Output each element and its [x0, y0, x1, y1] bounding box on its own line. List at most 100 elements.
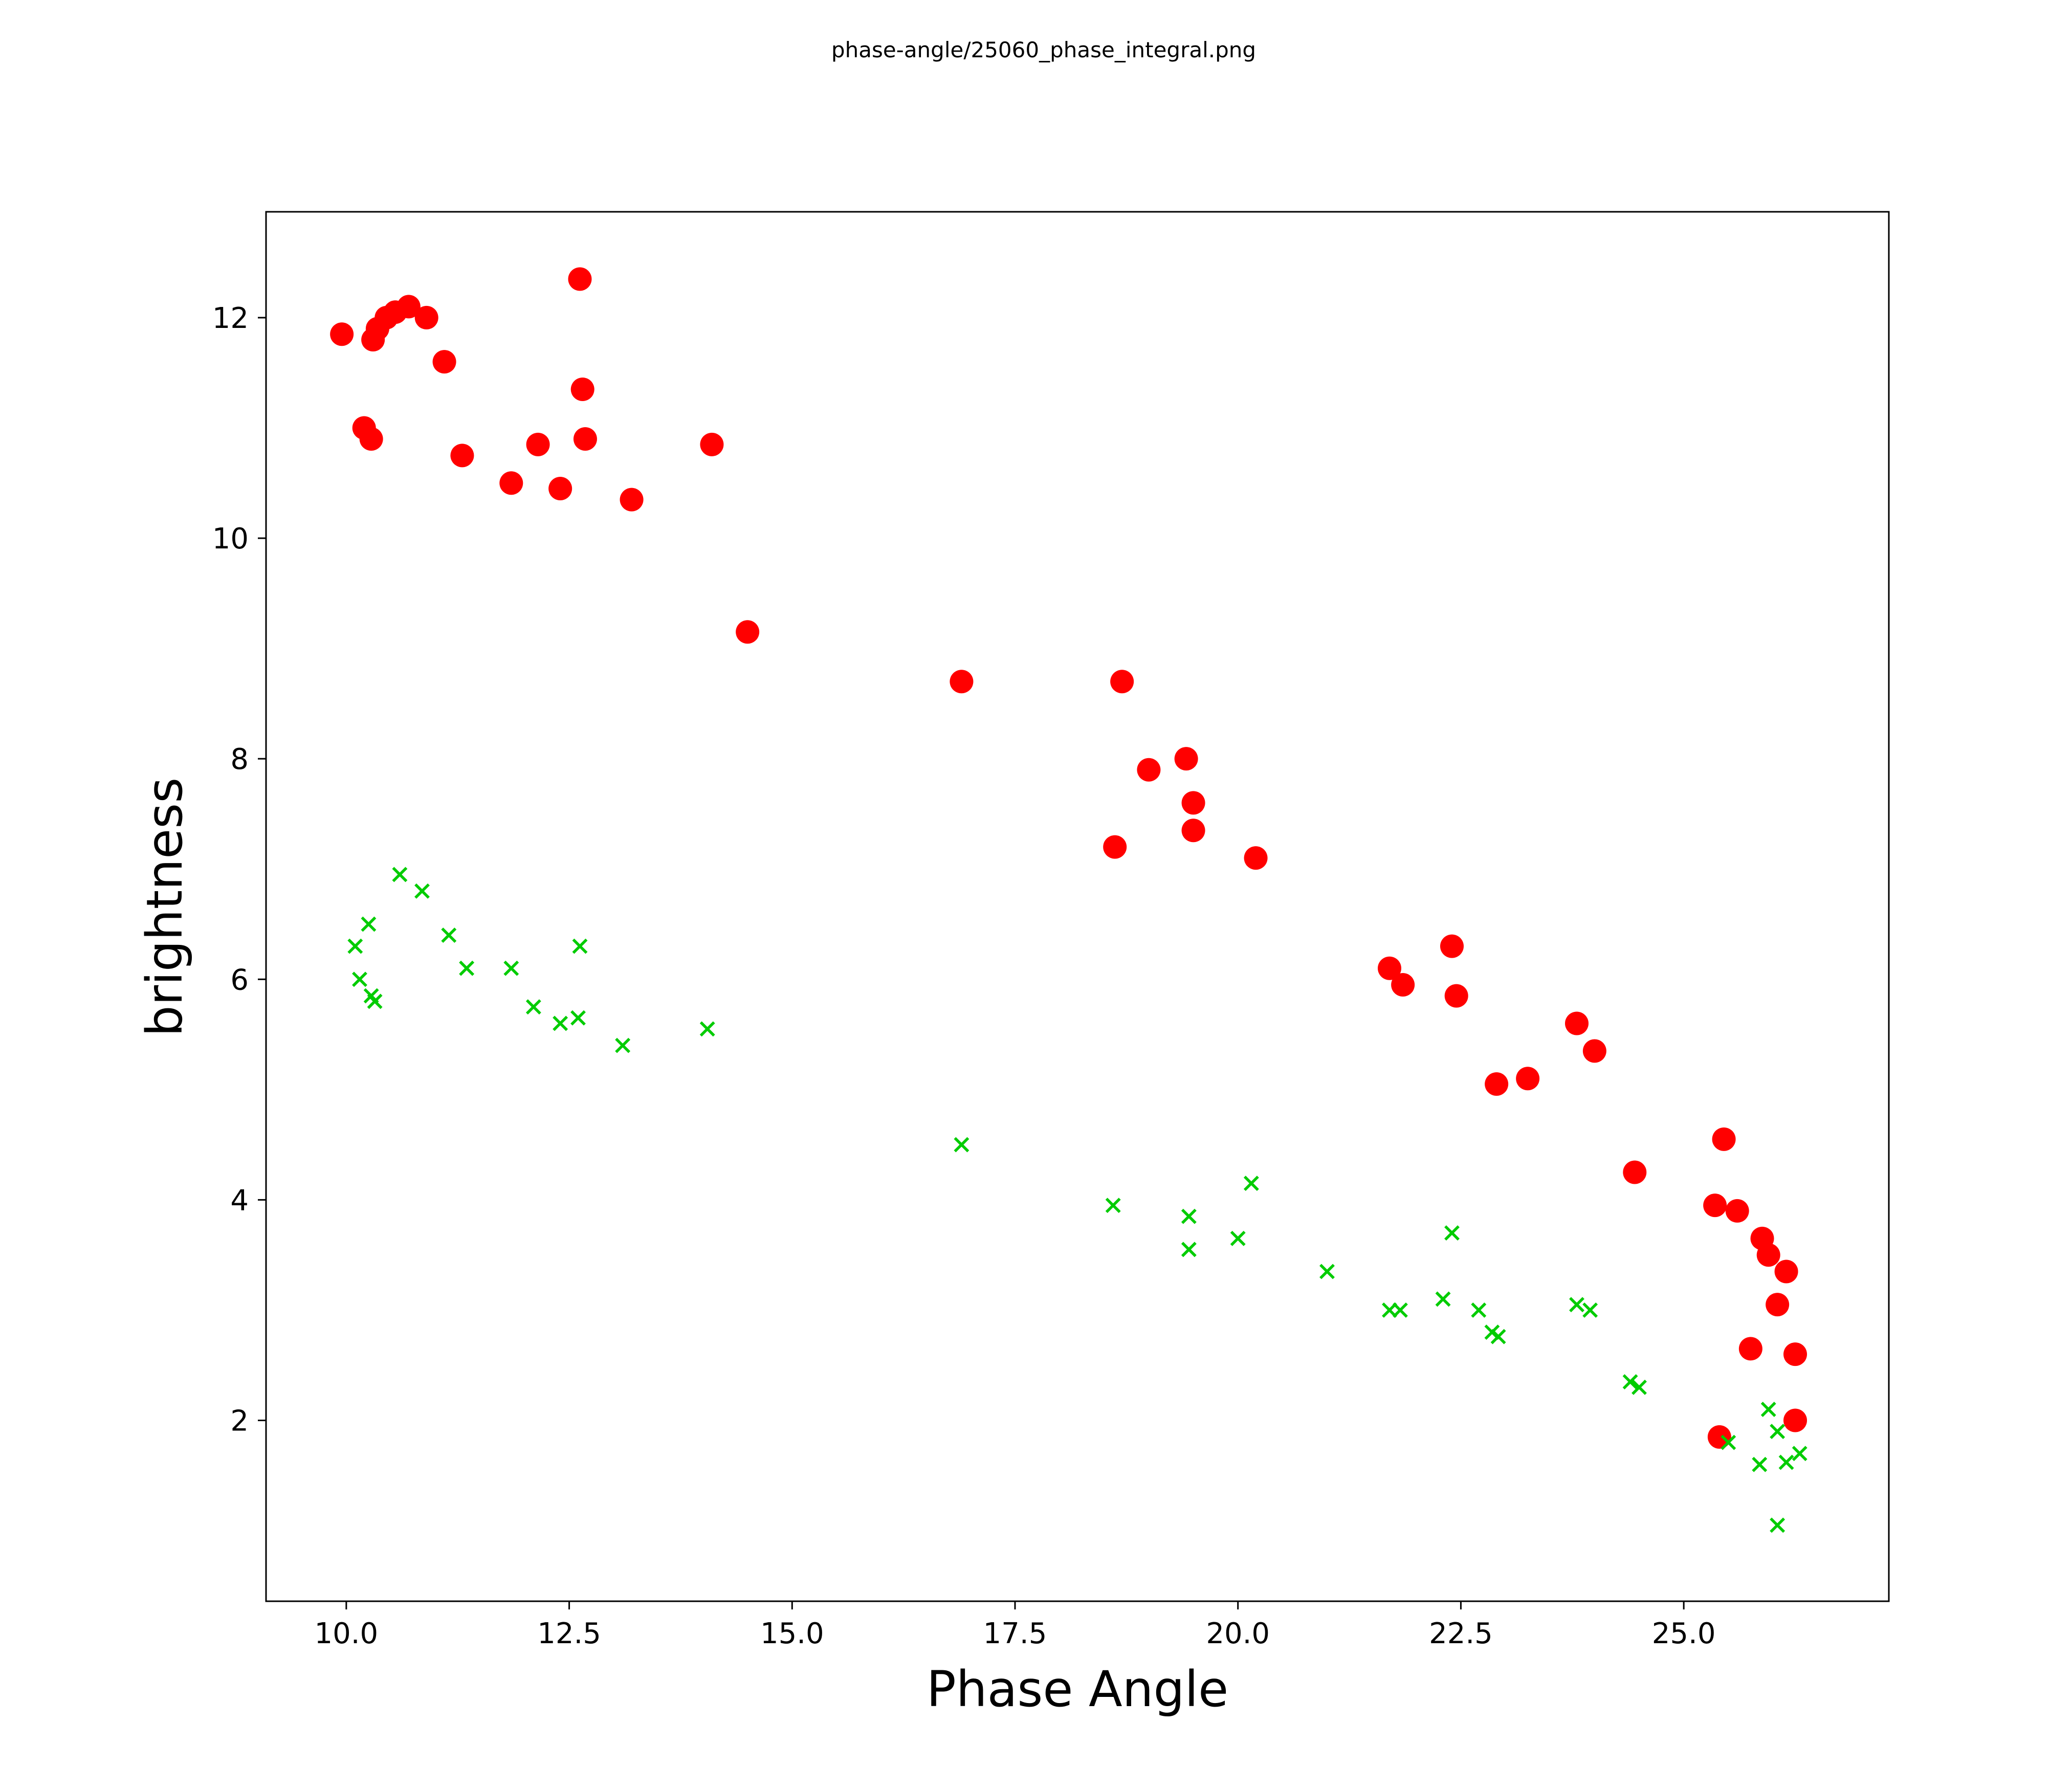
data-point-green-crosses — [1770, 1424, 1786, 1439]
data-point-red-circles — [414, 305, 438, 329]
data-point-red-circles — [1174, 747, 1198, 771]
plot-frame — [265, 211, 1890, 1602]
y-axis-label: brightness — [136, 778, 193, 1036]
data-point-red-circles — [1712, 1127, 1736, 1151]
data-point-green-crosses — [1471, 1302, 1487, 1318]
x-tick-label: 25.0 — [1652, 1617, 1716, 1650]
data-point-red-circles — [1623, 1160, 1647, 1184]
y-tick-label: 12 — [212, 302, 249, 335]
data-point-green-crosses — [615, 1037, 631, 1053]
y-tick-label: 6 — [230, 963, 249, 997]
data-point-red-circles — [359, 427, 383, 451]
data-point-red-circles — [1103, 835, 1127, 859]
data-point-green-crosses — [954, 1137, 969, 1153]
data-points — [330, 267, 1808, 1533]
y-tick-label: 8 — [230, 743, 249, 776]
data-point-green-crosses — [459, 960, 475, 976]
data-point-red-circles — [1444, 984, 1468, 1008]
data-point-green-crosses — [553, 1015, 568, 1031]
data-point-green-crosses — [367, 993, 383, 1009]
data-point-green-crosses — [572, 938, 588, 954]
data-point-red-circles — [950, 670, 974, 694]
data-point-red-circles — [1766, 1293, 1790, 1317]
data-point-red-circles — [1783, 1342, 1807, 1366]
data-point-red-circles — [1703, 1194, 1727, 1218]
x-tick-label: 15.0 — [760, 1617, 824, 1650]
data-point-red-circles — [1707, 1425, 1731, 1449]
data-point-green-crosses — [1792, 1446, 1808, 1462]
figure-title: phase-angle/25060_phase_integral.png — [831, 37, 1256, 62]
data-point-red-circles — [1440, 934, 1464, 958]
data-point-red-circles — [1783, 1408, 1807, 1432]
data-point-green-crosses — [352, 971, 367, 987]
data-point-red-circles — [620, 488, 644, 512]
data-point-red-circles — [1110, 670, 1134, 694]
data-point-green-crosses — [347, 938, 363, 954]
data-point-red-circles — [700, 432, 724, 456]
data-point-green-crosses — [1632, 1379, 1647, 1395]
y-tick-label: 2 — [230, 1404, 249, 1438]
data-point-red-circles — [1244, 846, 1268, 870]
data-point-green-crosses — [1181, 1208, 1197, 1224]
data-point-green-crosses — [1778, 1454, 1794, 1470]
data-point-green-crosses — [1569, 1297, 1584, 1313]
data-point-red-circles — [396, 295, 421, 319]
data-point-red-circles — [1378, 956, 1401, 980]
data-point-green-crosses — [1230, 1230, 1246, 1246]
y-tick-label: 4 — [230, 1184, 249, 1217]
data-point-red-circles — [1181, 819, 1205, 843]
y-tick-label: 10 — [212, 522, 249, 556]
data-point-red-circles — [570, 378, 594, 402]
data-point-green-crosses — [1319, 1264, 1335, 1279]
x-tick-label: 10.0 — [315, 1617, 379, 1650]
data-point-red-circles — [1485, 1072, 1509, 1096]
data-point-red-circles — [526, 432, 550, 456]
data-point-green-crosses — [503, 960, 519, 976]
data-point-red-circles — [330, 322, 354, 346]
data-point-green-crosses — [1760, 1401, 1776, 1417]
data-point-green-crosses — [1490, 1329, 1506, 1344]
data-point-red-circles — [1391, 973, 1415, 997]
data-point-green-crosses — [361, 916, 377, 932]
data-point-red-circles — [548, 477, 572, 501]
data-point-green-crosses — [441, 927, 457, 943]
data-point-green-crosses — [699, 1021, 715, 1037]
data-point-green-crosses — [525, 999, 541, 1015]
x-tick-label: 20.0 — [1206, 1617, 1270, 1650]
x-axis-label: Phase Angle — [927, 1661, 1228, 1718]
data-point-red-circles — [1756, 1243, 1780, 1267]
data-point-green-crosses — [1435, 1291, 1451, 1307]
data-point-red-circles — [499, 471, 523, 495]
data-point-green-crosses — [1622, 1374, 1638, 1389]
data-point-red-circles — [1181, 791, 1205, 815]
data-point-red-circles — [1516, 1067, 1540, 1091]
data-point-red-circles — [568, 267, 592, 291]
data-point-green-crosses — [414, 883, 430, 899]
data-point-green-crosses — [1752, 1456, 1768, 1472]
data-point-green-crosses — [1105, 1198, 1121, 1213]
data-point-green-crosses — [392, 867, 408, 882]
data-point-green-crosses — [1770, 1517, 1786, 1533]
data-point-red-circles — [1137, 758, 1161, 782]
data-point-green-crosses — [1243, 1176, 1259, 1191]
data-point-red-circles — [1774, 1260, 1798, 1284]
data-point-red-circles — [573, 427, 597, 451]
data-point-green-crosses — [570, 1010, 586, 1026]
axes: 10.0 12.5 15.0 17.5 20.0 22.5 25.0 2 4 6 8 10 12 — [212, 211, 1890, 1650]
data-point-red-circles — [1725, 1199, 1749, 1223]
data-point-green-crosses — [1392, 1302, 1408, 1318]
data-point-green-crosses — [1721, 1434, 1736, 1450]
x-tick-label: 17.5 — [983, 1617, 1047, 1650]
data-point-red-circles — [450, 444, 474, 468]
data-point-red-circles — [736, 620, 760, 644]
data-point-red-circles — [1738, 1337, 1762, 1361]
data-point-green-crosses — [1582, 1302, 1598, 1318]
x-tick-label: 22.5 — [1429, 1617, 1493, 1650]
data-point-green-crosses — [1444, 1225, 1460, 1241]
data-point-red-circles — [1565, 1011, 1589, 1035]
data-point-red-circles — [1582, 1039, 1606, 1063]
data-point-red-circles — [432, 350, 456, 374]
data-point-green-crosses — [1181, 1242, 1197, 1257]
x-tick-label: 12.5 — [537, 1617, 601, 1650]
